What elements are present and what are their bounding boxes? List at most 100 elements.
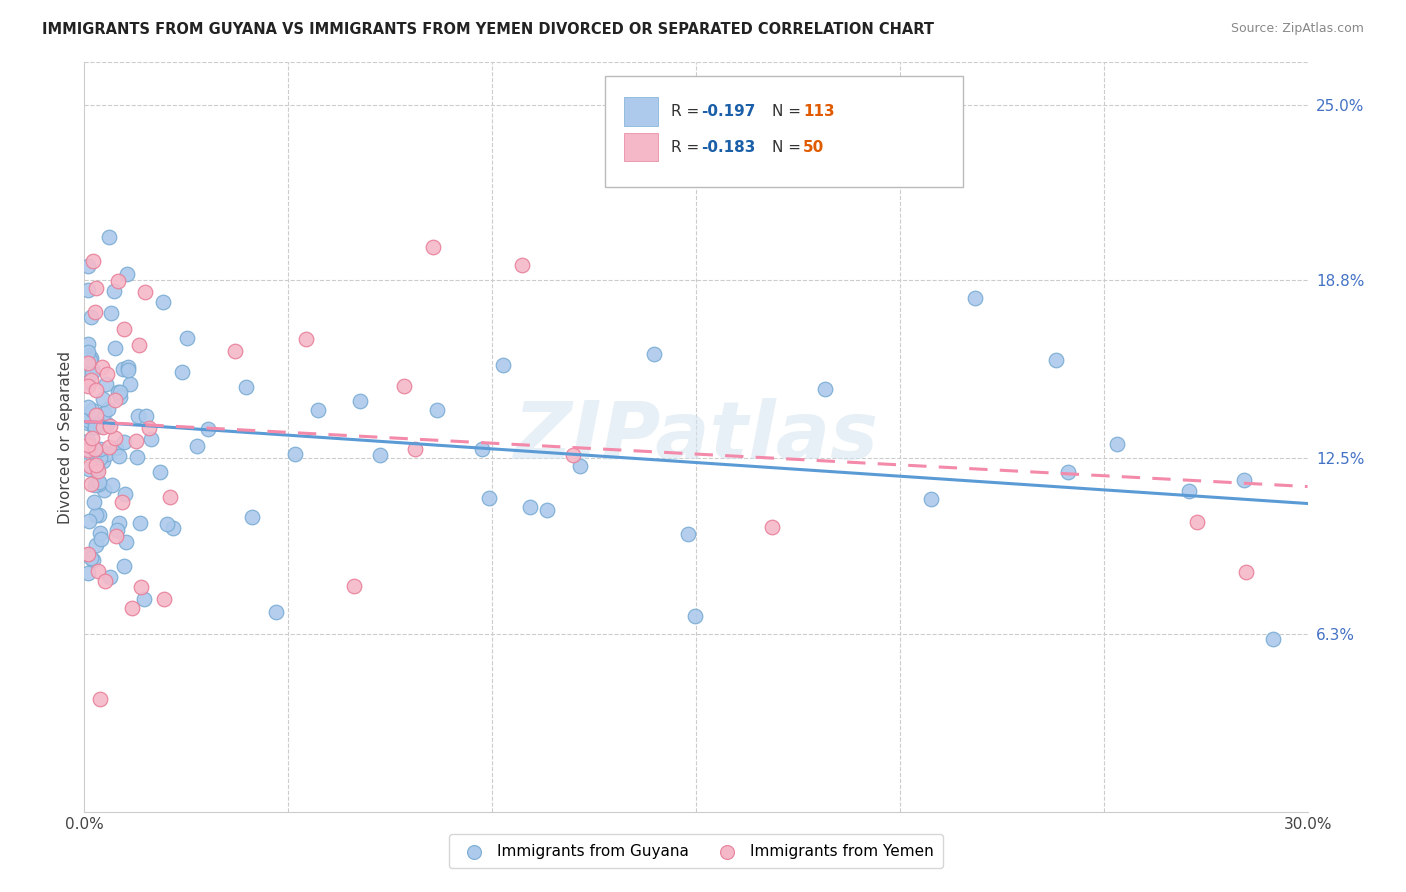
Point [111, 495, 134, 509]
Text: R =: R = [671, 140, 704, 154]
Point [264, 605, 287, 619]
Point [84, 408, 107, 422]
Point [107, 385, 129, 400]
Point [84, 281, 107, 295]
Point [84, 458, 107, 472]
Point [394, 379, 416, 393]
Point [134, 285, 156, 300]
Point [536, 503, 558, 517]
Point [84, 446, 107, 460]
Point [1178, 483, 1201, 498]
Point [139, 432, 162, 446]
Point [105, 529, 128, 543]
Point [125, 434, 148, 448]
Point [104, 393, 127, 408]
Point [284, 447, 307, 461]
Point [643, 347, 665, 361]
Point [89, 442, 111, 456]
Point [349, 393, 371, 408]
Point [84, 383, 107, 397]
Point [368, 448, 391, 462]
Point [86, 462, 108, 476]
Point [80, 310, 103, 325]
Point [82, 362, 104, 376]
Point [89, 525, 111, 540]
Point [170, 365, 193, 379]
Point [84, 508, 107, 523]
Point [562, 448, 585, 462]
Point [93, 483, 115, 497]
Point [98, 419, 121, 434]
Point [108, 385, 131, 400]
Point [97, 401, 120, 416]
Point [159, 490, 181, 504]
Point [84, 305, 107, 319]
Point [82, 403, 104, 417]
Point [112, 435, 135, 450]
Point [77, 514, 100, 528]
Point [79, 353, 101, 368]
Point [87, 477, 110, 491]
Point [79, 551, 101, 566]
Text: 113: 113 [803, 104, 834, 119]
Point [80, 367, 103, 381]
Point [91, 359, 114, 374]
Point [100, 477, 122, 491]
Point [94, 376, 117, 391]
Point [510, 258, 533, 272]
Text: N =: N = [772, 104, 806, 119]
Point [1236, 566, 1258, 580]
Point [240, 510, 263, 524]
Text: ZIPatlas: ZIPatlas [513, 398, 879, 476]
Text: 50: 50 [803, 140, 824, 154]
Point [127, 409, 149, 423]
Point [89, 691, 111, 706]
Point [676, 527, 699, 541]
Point [761, 520, 783, 534]
Text: -0.197: -0.197 [702, 104, 756, 119]
Point [117, 363, 139, 377]
Point [134, 591, 156, 606]
Point [77, 345, 100, 359]
Point [114, 487, 136, 501]
Point [77, 438, 100, 452]
Point [404, 442, 426, 457]
Point [77, 351, 100, 366]
Point [104, 441, 127, 455]
Point [920, 491, 942, 506]
Point [77, 547, 100, 561]
Point [103, 285, 125, 299]
Point [152, 295, 174, 310]
Point [104, 431, 127, 445]
Point [1107, 436, 1129, 450]
Point [93, 406, 115, 420]
Point [115, 534, 138, 549]
Point [478, 491, 501, 506]
Point [1045, 352, 1067, 367]
Point [80, 476, 103, 491]
Point [1185, 515, 1208, 529]
Point [129, 516, 152, 531]
Text: Source: ZipAtlas.com: Source: ZipAtlas.com [1230, 22, 1364, 36]
Point [77, 409, 100, 423]
Point [108, 390, 131, 404]
Point [90, 532, 112, 546]
Point [77, 356, 100, 370]
Point [569, 459, 592, 474]
Point [121, 600, 143, 615]
Point [295, 332, 318, 346]
Point [77, 566, 100, 580]
Point [224, 344, 246, 359]
Point [77, 337, 100, 351]
Point [77, 413, 100, 427]
Point [1057, 465, 1080, 479]
Point [128, 338, 150, 352]
Point [89, 451, 111, 466]
Point [84, 537, 107, 551]
Point [138, 421, 160, 435]
Point [89, 475, 111, 489]
Point [127, 450, 149, 464]
Point [519, 500, 541, 515]
Point [107, 274, 129, 288]
Point [84, 442, 107, 456]
